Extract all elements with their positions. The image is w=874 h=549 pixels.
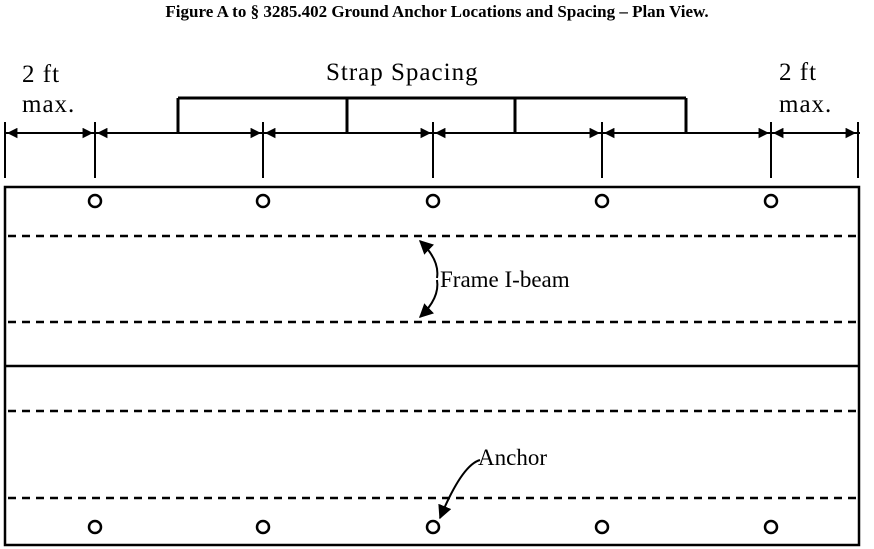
anchor-marker [255, 519, 271, 535]
frame-ibeam-label: Frame I-beam [440, 267, 570, 292]
anchor-marker [87, 193, 103, 209]
anchor-marker [594, 519, 610, 535]
anchor-leader [438, 459, 481, 520]
frame-ibeams [8, 234, 858, 500]
anchor-marker [763, 519, 779, 535]
right-clearance-label-line1: 2 ft [779, 59, 817, 86]
anchor-label: Anchor [478, 445, 547, 470]
left-clearance-label-line1: 2 ft [22, 61, 60, 88]
anchor-marker [425, 193, 441, 209]
right-clearance-label-line2: max. [779, 91, 832, 118]
anchor-marker [425, 519, 441, 535]
strap-spacing-label: Strap Spacing [326, 59, 479, 86]
anchors-top-row [87, 193, 779, 209]
anchor-marker [594, 193, 610, 209]
anchors-bottom-row [87, 519, 779, 535]
strap-spacing-bracket [176, 96, 688, 134]
anchor-marker [255, 193, 271, 209]
frame-ibeam-leader [418, 240, 439, 318]
figure-title: Figure A to § 3285.402 Ground Anchor Loc… [165, 2, 709, 21]
anchor-marker [87, 519, 103, 535]
left-clearance-label-line2: max. [22, 91, 75, 118]
dimension-line [4, 122, 860, 178]
anchor-marker [763, 193, 779, 209]
